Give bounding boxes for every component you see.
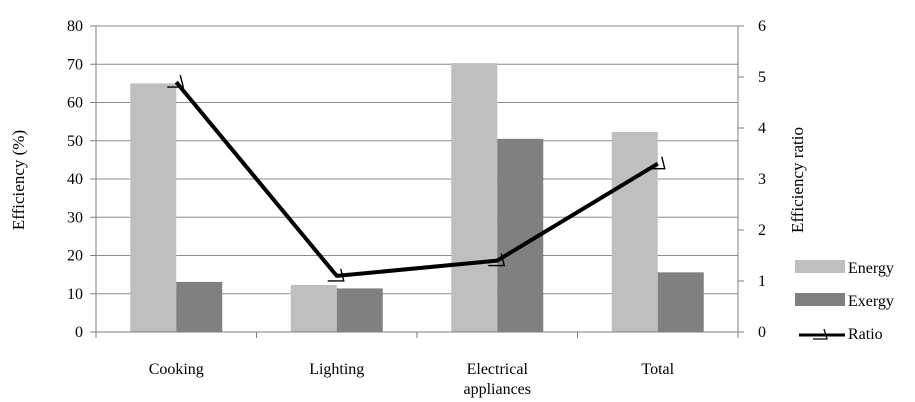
ratio-marker bbox=[327, 268, 345, 282]
bar-exergy bbox=[176, 281, 223, 332]
y2-tick-label: 1 bbox=[758, 273, 766, 290]
axes bbox=[90, 25, 744, 338]
x-category-label: Cooking bbox=[149, 361, 204, 378]
x-category-label: Lighting bbox=[309, 361, 364, 378]
ratio-marker bbox=[167, 74, 185, 88]
y-tick-label: 80 bbox=[67, 18, 83, 35]
ratio-line bbox=[167, 74, 666, 282]
legend-label-energy: Energy bbox=[848, 260, 894, 277]
category-labels: Cooking Lighting Electrical appliances Total bbox=[149, 361, 675, 398]
x-category-label: Total bbox=[641, 361, 674, 378]
bar-energy bbox=[290, 284, 337, 332]
x-category-label: appliances bbox=[463, 381, 531, 398]
y2-tick-label: 3 bbox=[758, 171, 766, 188]
bar-exergy bbox=[657, 272, 704, 332]
left-axis-tick-labels: 0 10 20 30 40 50 60 70 80 bbox=[67, 18, 83, 341]
grid-lines bbox=[96, 25, 738, 295]
legend: Energy Exergy Ratio bbox=[795, 260, 894, 343]
legend-label-exergy: Exergy bbox=[848, 293, 894, 310]
legend-label-ratio: Ratio bbox=[848, 326, 883, 343]
y-tick-label: 30 bbox=[67, 209, 83, 226]
y-axis-title: Efficiency (%) bbox=[9, 130, 28, 230]
right-axis-tick-labels: 0 1 2 3 4 5 6 bbox=[758, 18, 766, 341]
y-tick-label: 40 bbox=[67, 171, 83, 188]
legend-marker bbox=[813, 328, 828, 340]
y2-tick-label: 5 bbox=[758, 69, 766, 86]
y-tick-label: 0 bbox=[75, 324, 83, 341]
y2-tick-label: 0 bbox=[758, 324, 766, 341]
y-tick-label: 70 bbox=[67, 56, 83, 73]
bars bbox=[130, 63, 704, 332]
ratio-marker bbox=[648, 156, 666, 170]
bar-energy bbox=[611, 131, 658, 332]
y-tick-label: 50 bbox=[67, 133, 83, 150]
x-category-label: Electrical bbox=[467, 361, 529, 378]
bar-exergy bbox=[336, 288, 383, 332]
ratio-line-path bbox=[174, 80, 659, 278]
y2-tick-label: 4 bbox=[758, 120, 766, 137]
legend-swatch-energy bbox=[795, 260, 845, 273]
legend-swatch-exergy bbox=[795, 293, 845, 306]
y2-axis-title: Efficiency ratio bbox=[788, 127, 807, 233]
bar-energy bbox=[130, 83, 177, 332]
y-tick-label: 60 bbox=[67, 95, 83, 112]
ratio-marker bbox=[488, 253, 506, 267]
y2-tick-label: 2 bbox=[758, 222, 766, 239]
y-tick-label: 10 bbox=[67, 286, 83, 303]
bar-energy bbox=[451, 63, 498, 332]
y2-tick-label: 6 bbox=[758, 18, 766, 35]
y-tick-label: 20 bbox=[67, 248, 83, 265]
